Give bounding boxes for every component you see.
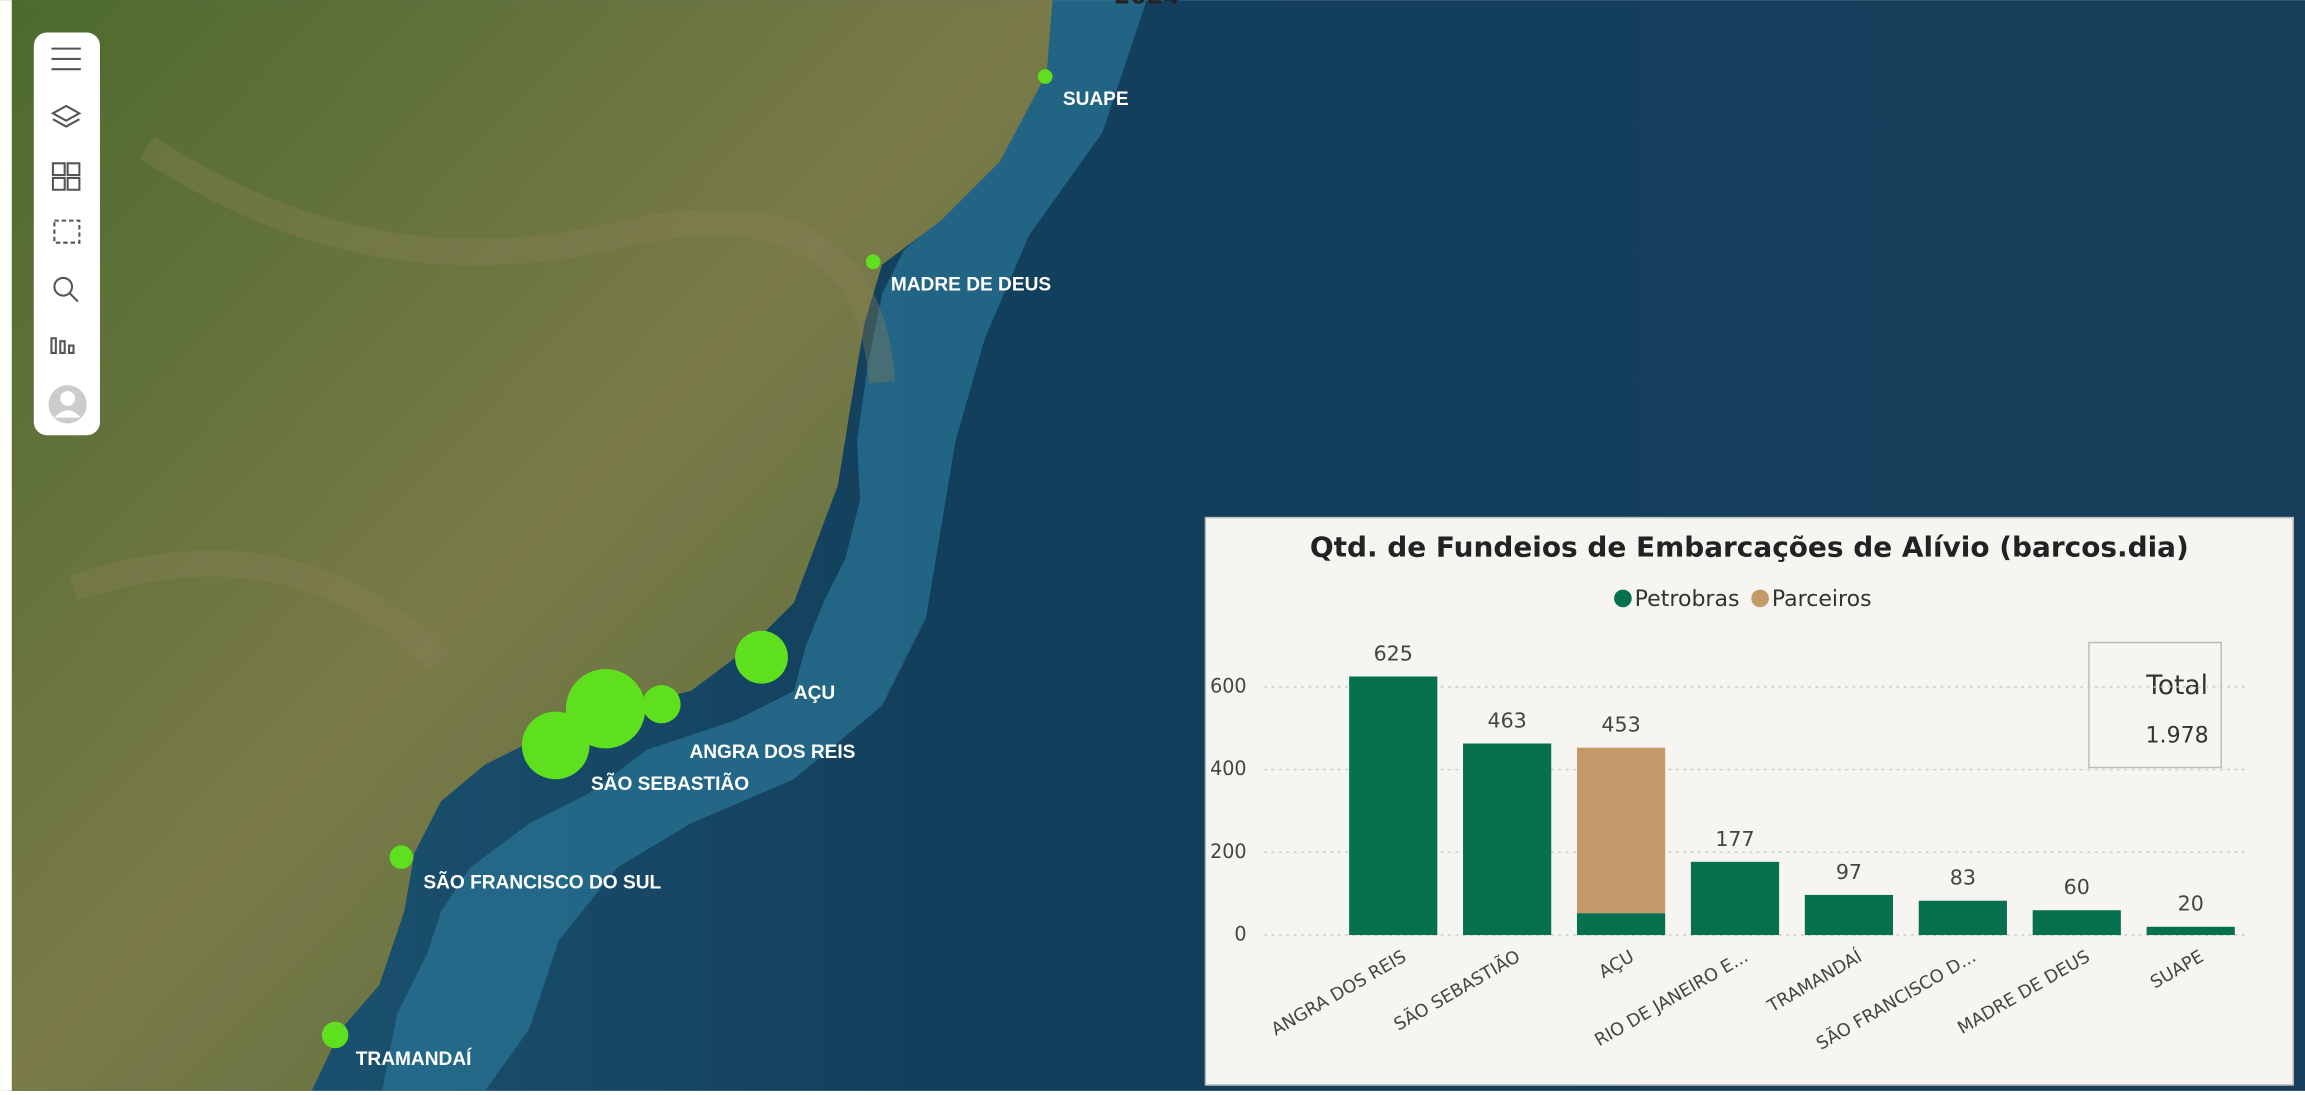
data-label: 97 (1836, 860, 1862, 884)
bar (1577, 748, 1665, 913)
legend-label: Parceiros (1772, 587, 1872, 612)
chart-title: Qtd. de Fundeios de Embarcações de Alívi… (1310, 530, 2189, 563)
map-label: SÃO SEBASTIÃO (591, 773, 749, 795)
y-tick-label: 600 (1210, 674, 1246, 697)
marker[interactable] (866, 254, 881, 269)
bar (1349, 676, 1437, 935)
bar (2147, 927, 2235, 935)
bar (1691, 862, 1779, 935)
map-label: ANGRA DOS REIS (689, 742, 855, 763)
data-label: 60 (2064, 875, 2090, 899)
page: 2024 SUAPE MADRE DE DEUS AÇU ANGRA DOS R… (0, 0, 2305, 1091)
y-tick-label: 200 (1210, 840, 1246, 863)
left-edge (0, 0, 12, 1091)
legend-marker (1751, 590, 1769, 608)
marker[interactable] (1038, 69, 1053, 84)
data-label: 177 (1715, 827, 1754, 851)
data-label: 20 (2178, 892, 2204, 916)
bar (1805, 895, 1893, 935)
chart-panel: Qtd. de Fundeios de Embarcações de Alívi… (1205, 518, 2293, 1085)
bar (1463, 744, 1551, 936)
legend-marker (1614, 590, 1632, 608)
marker[interactable] (322, 1022, 348, 1048)
data-label: 463 (1488, 708, 1527, 732)
total-card-title: Total (2145, 670, 2208, 701)
marker[interactable] (735, 631, 788, 684)
total-card (2089, 643, 2221, 768)
account-button[interactable] (49, 385, 87, 423)
data-label: 625 (1374, 641, 1413, 665)
y-tick-label: 400 (1210, 757, 1246, 780)
data-label: 453 (1601, 713, 1640, 737)
map-label: TRAMANDAÍ (356, 1048, 472, 1070)
map-header: 2024 (1114, 0, 1179, 10)
marker[interactable] (390, 845, 414, 869)
map-label: MADRE DE DEUS (891, 274, 1051, 295)
bar (1919, 901, 2007, 935)
map-label: AÇU (794, 683, 835, 704)
data-label: 83 (1950, 866, 1976, 890)
total-card-value: 1.978 (2146, 724, 2209, 749)
legend-label: Petrobras (1635, 587, 1740, 612)
y-tick-label: 0 (1234, 923, 1246, 946)
marker[interactable] (642, 685, 680, 723)
marker[interactable] (522, 712, 590, 780)
map-label: SUAPE (1063, 89, 1129, 110)
bar (2033, 910, 2121, 935)
screen: 2024 SUAPE MADRE DE DEUS AÇU ANGRA DOS R… (0, 0, 2305, 1091)
toolbar (34, 32, 100, 435)
bar (1577, 913, 1665, 935)
map-label: SÃO FRANCISCO DO SUL (423, 872, 661, 894)
